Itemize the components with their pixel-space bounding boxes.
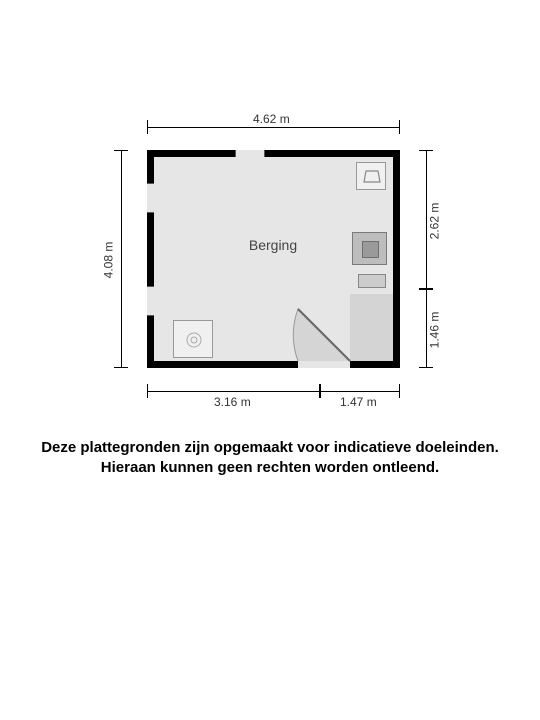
window-left-2 — [147, 286, 154, 316]
room-label: Berging — [249, 237, 297, 253]
dim-bottom-right-label: 1.47 m — [340, 395, 377, 409]
dim-top-label: 4.62 m — [253, 112, 290, 126]
dim-left-tick-b — [114, 367, 128, 368]
disclaimer-line1: Deze plattegronden zijn opgemaakt voor i… — [41, 439, 499, 456]
dim-bottom-left-tick-l — [147, 384, 148, 398]
dim-left-line — [121, 150, 122, 368]
disclaimer-line2: Hieraan kunnen geen rechten worden ontle… — [101, 459, 439, 476]
dim-right-lower-tick-t — [419, 289, 433, 290]
dim-bottom-right-tick-l — [320, 384, 321, 398]
disclaimer-text: Deze plattegronden zijn opgemaakt voor i… — [0, 438, 540, 479]
dim-bottom-right-tick-r — [399, 384, 400, 398]
dim-bottom-right-line — [320, 391, 400, 392]
dim-left-tick-t — [114, 150, 128, 151]
dim-right-upper-tick-t — [419, 150, 433, 151]
dim-top-tick-r — [399, 120, 400, 134]
dim-right-lower-label: 1.46 m — [427, 312, 441, 349]
dim-right-lower-tick-b — [419, 367, 433, 368]
window-top-1 — [235, 150, 265, 157]
dim-top-line — [147, 127, 400, 128]
dim-left-label: 4.08 m — [101, 242, 115, 279]
appliance-small-right — [358, 274, 386, 288]
dim-top-tick-l — [147, 120, 148, 134]
floorplan-canvas: Berging 4.62 m 4.08 m 2.62 m 1.46 m 3.16… — [0, 0, 540, 720]
appliance-top-right — [356, 162, 386, 190]
window-left-1 — [147, 183, 154, 213]
dim-right-upper-label: 2.62 m — [427, 203, 441, 240]
dim-bottom-left-label: 3.16 m — [214, 395, 251, 409]
appliance-mid-right — [352, 232, 387, 265]
appliance-bottom-left — [173, 320, 213, 358]
door-swing — [272, 309, 350, 367]
entry-step — [350, 294, 393, 361]
dim-bottom-left-line — [147, 391, 320, 392]
